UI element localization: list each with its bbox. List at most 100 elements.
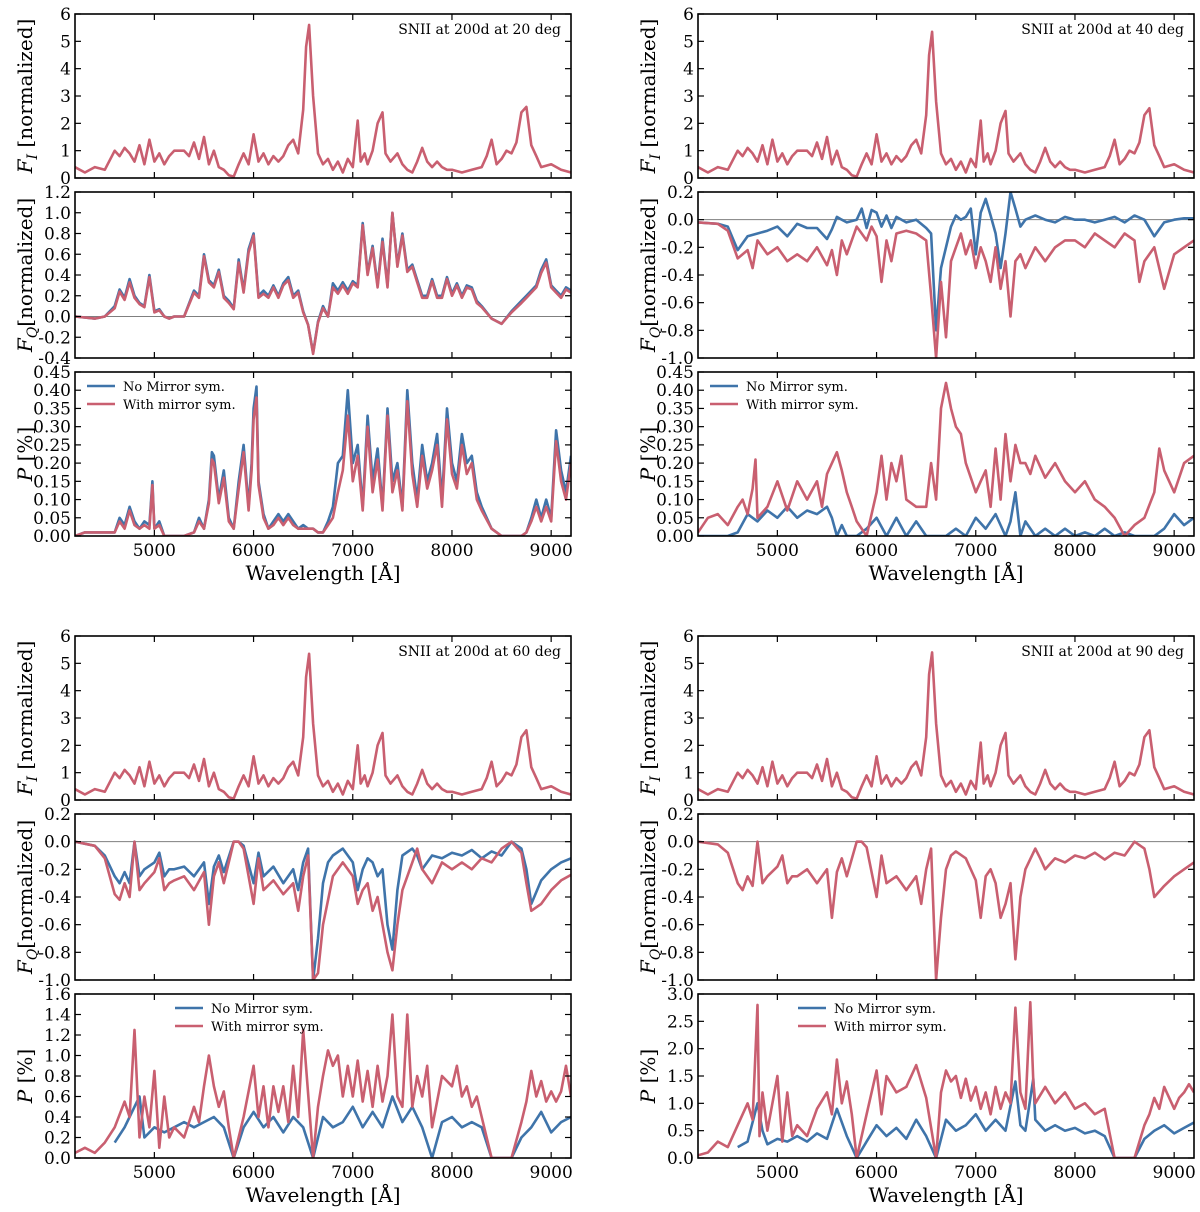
y-tick-label: 2 <box>60 736 71 756</box>
legend: No Mirror sym. With mirror sym. <box>798 1002 947 1035</box>
legend-label-no-mirror: No Mirror sym. <box>834 1002 936 1017</box>
y-tick-label: 2 <box>683 114 694 134</box>
subplot-fq: -1.0 -0.8 -0.6 -0.4 -0.2 0.0 0.2FQ[normalized] <box>636 805 1195 991</box>
y-tick-label: 0.40 <box>33 381 71 401</box>
y-tick-label: 2.0 <box>667 1040 694 1060</box>
x-tick-label: 7000 <box>954 541 997 561</box>
legend-label-no-mirror: No Mirror sym. <box>746 380 848 395</box>
x-tick-label: 9000 <box>530 541 573 561</box>
panel-title: SNII at 200d at 90 deg <box>1021 644 1184 660</box>
series-line-with-mirror <box>698 1000 1194 1158</box>
y-tick-label: 0.15 <box>656 472 694 492</box>
y-tick-label: -0.6 <box>38 916 71 936</box>
subplot-fq: -1.0 -0.8 -0.6 -0.4 -0.2 0.0 0.2FQ[normalized] <box>13 805 572 991</box>
panel-2: 0 1 2 3 4 5 6 FI [normalized] SNII at 200d at 40… <box>636 5 1196 585</box>
y-tick-label: 1 <box>60 764 71 784</box>
subplot-p: 0.00.20.40.60.81.01.21.41.6 P [%] 5000 6000… <box>13 985 573 1207</box>
y-tick-label: 0.2 <box>667 183 694 203</box>
series-line-no-mirror <box>113 1095 571 1158</box>
x-tick-label: 5000 <box>756 541 799 561</box>
y-tick-label: 0.25 <box>33 436 71 456</box>
series-line-no-mirror <box>698 192 1194 332</box>
y-axis-label-fi: FI [normalized] <box>636 641 664 797</box>
series-line-no-mirror <box>737 1077 1194 1158</box>
series-line-with-mirror <box>75 396 571 536</box>
y-tick-label: -0.6 <box>661 916 694 936</box>
series-line-with-mirror <box>698 381 1194 536</box>
y-tick-label: 0.2 <box>44 1129 71 1149</box>
y-tick-label: 0.0 <box>667 833 694 853</box>
y-tick-label: -0.2 <box>38 328 71 348</box>
series-line-with-mirror <box>75 652 571 800</box>
legend-label-no-mirror: No Mirror sym. <box>123 380 225 395</box>
y-tick-label: 1.0 <box>667 1094 694 1114</box>
y-tick-label: -1.0 <box>661 349 694 369</box>
y-tick-label: 0.6 <box>44 245 71 265</box>
y-axis-label-fq: FQ[normalized] <box>636 198 664 353</box>
subplot-fi: 0 1 2 3 4 5 6 FI [normalized] SNII at 200d at 40… <box>636 5 1195 189</box>
x-tick-label: 8000 <box>430 541 473 561</box>
y-tick-label: 0.05 <box>33 509 71 529</box>
y-tick-label: 0.4 <box>44 266 71 286</box>
y-tick-label: 3 <box>60 87 71 107</box>
x-tick-label: 8000 <box>1053 1163 1096 1183</box>
legend: No Mirror sym. With mirror sym. <box>175 1002 324 1035</box>
y-tick-label: -0.4 <box>661 888 694 908</box>
y-tick-label: 0.45 <box>656 363 694 383</box>
subplot-fi: 0 1 2 3 4 5 6 FI [normalized] SNII at 200d at 60… <box>13 627 572 811</box>
y-tick-label: 0 <box>60 791 71 811</box>
y-tick-label: 0 <box>683 169 694 189</box>
y-tick-label: 6 <box>683 5 694 25</box>
axes-frame <box>697 13 1195 179</box>
y-tick-label: 1.2 <box>44 1026 71 1046</box>
y-axis-label-fi: FI [normalized] <box>13 19 41 175</box>
y-tick-label: 0.40 <box>656 381 694 401</box>
y-tick-label: 4 <box>683 682 694 702</box>
series-line-no-mirror <box>75 840 571 980</box>
y-tick-label: 0.0 <box>44 1149 71 1169</box>
x-axis-label: Wavelength [Å] <box>245 560 400 585</box>
x-tick-label: 5000 <box>133 1163 176 1183</box>
y-tick-label: 1.6 <box>44 985 71 1005</box>
x-tick-label: 7000 <box>954 1163 997 1183</box>
y-tick-label: 4 <box>60 60 71 80</box>
y-axis-label-p: P [%] <box>13 427 37 482</box>
y-tick-label: 0.0 <box>667 211 694 231</box>
y-tick-label: 0.10 <box>33 491 71 511</box>
x-tick-label: 6000 <box>232 1163 275 1183</box>
y-tick-label: -0.8 <box>661 321 694 341</box>
subplot-fi: 0 1 2 3 4 5 6 FI [normalized] SNII at 200d at 90… <box>636 627 1195 811</box>
y-tick-label: -0.2 <box>661 860 694 880</box>
x-tick-label: 8000 <box>1053 541 1096 561</box>
y-tick-label: 0.00 <box>656 527 694 547</box>
series-line-with-mirror <box>698 840 1194 980</box>
x-tick-label: 9000 <box>1153 541 1196 561</box>
y-tick-label: 6 <box>683 627 694 647</box>
x-tick-label: 6000 <box>855 1163 898 1183</box>
y-tick-label: 0.5 <box>667 1122 694 1142</box>
y-tick-label: 4 <box>683 60 694 80</box>
x-axis-label: Wavelength [Å] <box>868 1182 1023 1207</box>
panel-1: 0 1 2 3 4 5 6 FI [normalized] SNII at 200d at 20… <box>13 5 573 585</box>
x-axis-label: Wavelength [Å] <box>245 1182 400 1207</box>
legend: No Mirror sym. With mirror sym. <box>87 380 236 413</box>
y-tick-label: 1.0 <box>44 1047 71 1067</box>
series-line-no-mirror <box>698 490 1194 536</box>
legend-label-with-mirror: With mirror sym. <box>123 398 236 413</box>
y-tick-label: -0.4 <box>38 888 71 908</box>
y-tick-label: 0.35 <box>656 399 694 419</box>
panel-4: 0 1 2 3 4 5 6 FI [normalized] SNII at 200d at 90… <box>636 627 1196 1207</box>
y-tick-label: 0.2 <box>44 805 71 825</box>
legend: No Mirror sym. With mirror sym. <box>710 380 859 413</box>
x-tick-label: 9000 <box>530 1163 573 1183</box>
y-tick-label: 4 <box>60 682 71 702</box>
y-tick-label: 3 <box>683 87 694 107</box>
series-line-with-mirror <box>75 211 571 356</box>
y-tick-label: 5 <box>60 32 71 52</box>
x-tick-label: 5000 <box>756 1163 799 1183</box>
series-line-with-mirror <box>698 30 1194 178</box>
y-axis-label-fq: FQ[normalized] <box>13 198 41 353</box>
y-tick-label: 1.2 <box>44 183 71 203</box>
y-tick-label: -0.4 <box>661 266 694 286</box>
